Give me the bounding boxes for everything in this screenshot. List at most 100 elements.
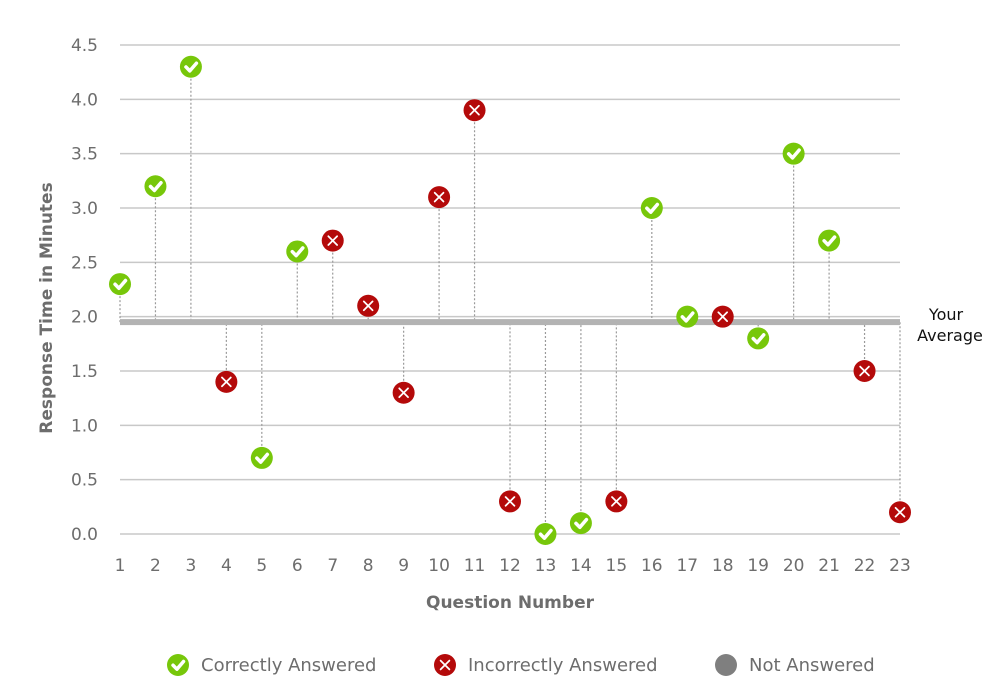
- x-icon: [439, 659, 451, 671]
- legend-icon-unanswered: [715, 654, 737, 676]
- check-icon: [786, 148, 801, 160]
- grid: [120, 44, 900, 535]
- x-tick-label: 20: [783, 556, 805, 576]
- data-points: [109, 55, 911, 545]
- check-icon: [255, 452, 270, 464]
- x-tick-label: 16: [641, 556, 663, 576]
- check-icon: [184, 61, 199, 73]
- correct-marker-circle: [640, 197, 663, 219]
- data-point-q10: [428, 186, 451, 209]
- check-icon: [680, 311, 695, 323]
- data-point-q14: [569, 512, 592, 535]
- x-icon: [433, 191, 445, 203]
- correct-marker-circle: [782, 142, 805, 165]
- y-tick-label: 0.0: [71, 525, 98, 545]
- average-line: [120, 319, 900, 326]
- correct-marker-circle: [534, 523, 557, 545]
- x-icon: [859, 365, 870, 377]
- y-tick-label: 4.5: [71, 36, 98, 56]
- correct-marker-circle: [144, 175, 167, 198]
- data-point-q20: [782, 142, 805, 165]
- correct-marker-circle: [250, 446, 273, 469]
- check-icon: [290, 246, 305, 258]
- data-point-q15: [605, 490, 628, 513]
- x-icon: [717, 311, 729, 322]
- correct-marker-circle: [286, 240, 309, 263]
- legend-icon-incorrect: [434, 654, 456, 676]
- x-tick-label: 5: [256, 556, 267, 576]
- data-point-q8: [357, 294, 380, 317]
- x-tick-label: 3: [185, 556, 196, 576]
- x-tick-label: 2: [150, 556, 161, 576]
- legend: Correctly Answered Incorrectly Answered …: [167, 654, 875, 676]
- data-point-q11: [463, 99, 486, 122]
- x-tick-label: 11: [464, 556, 486, 576]
- x-tick-label: 19: [747, 556, 769, 576]
- average-label-line2: Average: [917, 326, 983, 345]
- x-tick-label: 6: [292, 556, 303, 576]
- legend-label-unanswered: Not Answered: [749, 655, 875, 676]
- data-point-q17: [676, 305, 699, 328]
- data-point-q6: [286, 240, 309, 263]
- y-axis-title: Response Time in Minutes: [37, 182, 57, 433]
- legend-label-correct: Correctly Answered: [201, 655, 376, 676]
- x-tick-label: 4: [221, 556, 232, 576]
- legend-icon-correct: [167, 654, 189, 676]
- x-tick-label: 13: [535, 556, 557, 576]
- x-tick-label: 21: [818, 556, 840, 576]
- check-icon: [171, 659, 186, 671]
- data-point-q22: [853, 360, 876, 382]
- data-point-q21: [818, 229, 841, 252]
- check-icon: [645, 202, 660, 214]
- data-point-q5: [250, 446, 273, 469]
- stems: [119, 66, 901, 534]
- y-tick-label: 1.0: [71, 416, 98, 436]
- x-tick-label: 10: [428, 556, 450, 576]
- x-icon: [894, 506, 906, 518]
- data-point-q18: [711, 305, 734, 328]
- check-icon: [148, 180, 163, 193]
- correct-marker-circle: [109, 273, 131, 296]
- correct-marker-circle: [676, 305, 699, 328]
- x-icon: [327, 235, 339, 246]
- check-icon: [574, 517, 589, 530]
- data-point-q2: [144, 175, 167, 198]
- data-point-q12: [499, 490, 521, 513]
- x-icon: [398, 387, 409, 399]
- y-tick-label: 4.0: [71, 90, 98, 110]
- x-tick-label: 23: [889, 556, 911, 576]
- data-point-q9: [392, 381, 415, 404]
- check-icon: [822, 235, 837, 247]
- correct-marker-circle: [179, 55, 202, 78]
- x-tick-label: 7: [327, 556, 338, 576]
- y-tick-labels: 0.0 0.5 1.0 1.5 2.0 2.5 3.0 3.5 4.0 4.5: [71, 36, 98, 545]
- correct-marker-circle: [167, 654, 189, 676]
- y-tick-label: 3.5: [71, 145, 98, 165]
- data-point-q19: [747, 327, 770, 350]
- check-icon: [113, 278, 128, 291]
- y-tick-label: 2.5: [71, 253, 98, 273]
- y-tick-label: 1.5: [71, 362, 98, 382]
- average-label-line1: Your: [928, 305, 964, 324]
- x-tick-label: 15: [606, 556, 628, 576]
- data-point-q13: [534, 523, 557, 545]
- x-tick-labels: 1 2 3 4 5 6 7 8 9 10 11 12 13 14 15 16 17 18 19 20 21 22 23: [115, 556, 911, 576]
- x-tick-label: 8: [363, 556, 374, 576]
- correct-marker-circle: [569, 512, 592, 535]
- legend-label-incorrect: Incorrectly Answered: [468, 655, 658, 676]
- unanswered-marker-circle: [715, 654, 737, 676]
- data-point-q3: [179, 55, 202, 78]
- correct-marker-circle: [818, 229, 841, 252]
- x-icon: [469, 104, 480, 116]
- x-tick-label: 1: [115, 556, 126, 576]
- check-icon: [538, 528, 553, 540]
- x-tick-label: 14: [570, 556, 592, 576]
- correct-marker-circle: [747, 327, 770, 350]
- x-tick-label: 12: [499, 556, 521, 576]
- data-point-q16: [640, 197, 663, 219]
- x-icon: [504, 496, 516, 507]
- data-point-q7: [321, 229, 344, 252]
- x-tick-label: 18: [712, 556, 734, 576]
- data-point-q23: [889, 501, 911, 524]
